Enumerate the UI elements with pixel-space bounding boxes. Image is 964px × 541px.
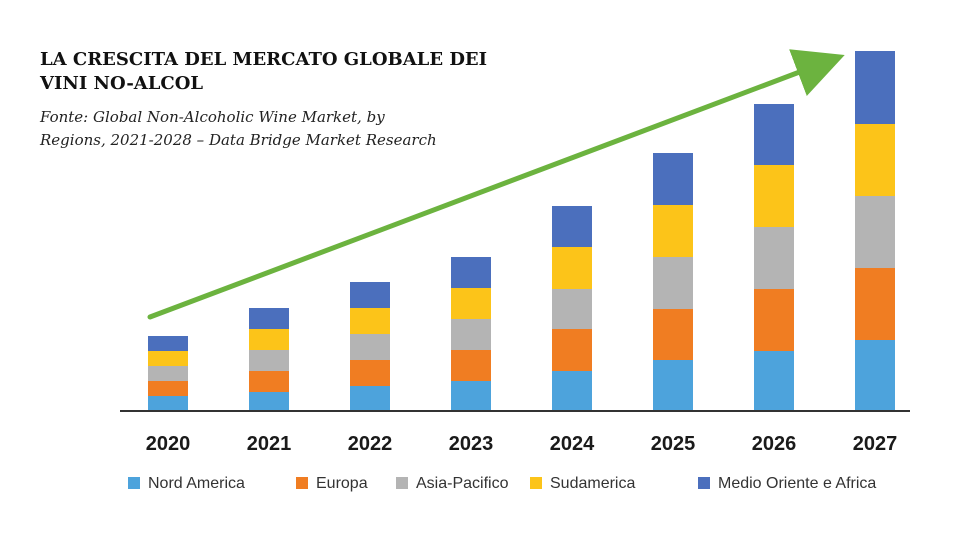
bar-segment-2027-1 (855, 268, 895, 340)
bar-segment-2023-2 (451, 319, 491, 350)
x-tick-label-2024: 2024 (550, 433, 595, 455)
bar-segment-2022-3 (350, 308, 390, 334)
bar-segment-2027-3 (855, 124, 895, 196)
legend-swatch-0 (128, 477, 140, 489)
legend: Nord America Europa Asia-Pacifico Sudameric… (128, 475, 876, 492)
trend-arrow (147, 49, 845, 320)
bar-segment-2020-3 (148, 351, 188, 366)
legend-label-3: Sudamerica (550, 475, 635, 492)
bar-segment-2026-0 (754, 351, 794, 411)
bar-segment-2024-0 (552, 371, 592, 411)
bar-segment-2020-1 (148, 381, 188, 396)
bar-segment-2025-3 (653, 205, 693, 257)
legend-swatch-3 (530, 477, 542, 489)
bar-segment-2022-2 (350, 334, 390, 360)
bar-segment-2026-2 (754, 227, 794, 289)
bar-segment-2022-4 (350, 282, 390, 308)
bars-group (148, 51, 895, 411)
bar-segment-2024-3 (552, 247, 592, 289)
bar-segment-2021-1 (249, 371, 289, 392)
bar-segment-2021-0 (249, 392, 289, 411)
x-tick-label-2022: 2022 (348, 433, 393, 455)
x-tick-label-2027: 2027 (853, 433, 898, 455)
bar-segment-2020-4 (148, 336, 188, 351)
bar-segment-2021-3 (249, 329, 289, 350)
bar-segment-2020-2 (148, 366, 188, 381)
legend-label-1: Europa (316, 475, 368, 492)
bar-segment-2024-2 (552, 289, 592, 329)
bar-segment-2020-0 (148, 396, 188, 411)
legend-swatch-2 (396, 477, 408, 489)
chart-subtitle: Fonte: Global Non-Alcoholic Wine Market,… (40, 108, 437, 149)
bar-segment-2026-1 (754, 289, 794, 351)
bar-segment-2021-2 (249, 350, 289, 371)
bar-segment-2024-1 (552, 329, 592, 371)
chart-title: LA CRESCITA DEL MERCATO GLOBALE DEI VINI… (40, 49, 488, 94)
x-tick-label-2023: 2023 (449, 433, 494, 455)
legend-swatch-4 (698, 477, 710, 489)
x-tick-label-2020: 2020 (146, 433, 191, 455)
bar-segment-2025-0 (653, 360, 693, 411)
bar-segment-2027-0 (855, 340, 895, 411)
bar-segment-2023-3 (451, 288, 491, 319)
x-axis-labels: 2020 2021 2022 2023 2024 2025 2026 2027 (146, 433, 898, 455)
bar-segment-2023-1 (451, 350, 491, 381)
bar-segment-2027-2 (855, 196, 895, 268)
bar-segment-2025-2 (653, 257, 693, 309)
bar-segment-2026-3 (754, 165, 794, 227)
bar-segment-2023-4 (451, 257, 491, 288)
bar-segment-2024-4 (552, 206, 592, 247)
bar-segment-2023-0 (451, 381, 491, 411)
x-tick-label-2021: 2021 (247, 433, 292, 455)
legend-label-2: Asia-Pacifico (416, 475, 509, 492)
bar-segment-2026-4 (754, 104, 794, 165)
legend-label-0: Nord America (148, 475, 245, 492)
x-tick-label-2026: 2026 (752, 433, 797, 455)
legend-swatch-1 (296, 477, 308, 489)
bar-segment-2022-1 (350, 360, 390, 386)
bar-segment-2022-0 (350, 386, 390, 411)
bar-segment-2021-4 (249, 308, 289, 329)
bar-segment-2027-4 (855, 51, 895, 124)
bar-segment-2025-1 (653, 309, 693, 360)
legend-label-4: Medio Oriente e Africa (718, 475, 876, 492)
bar-segment-2025-4 (653, 153, 693, 205)
x-tick-label-2025: 2025 (651, 433, 696, 455)
